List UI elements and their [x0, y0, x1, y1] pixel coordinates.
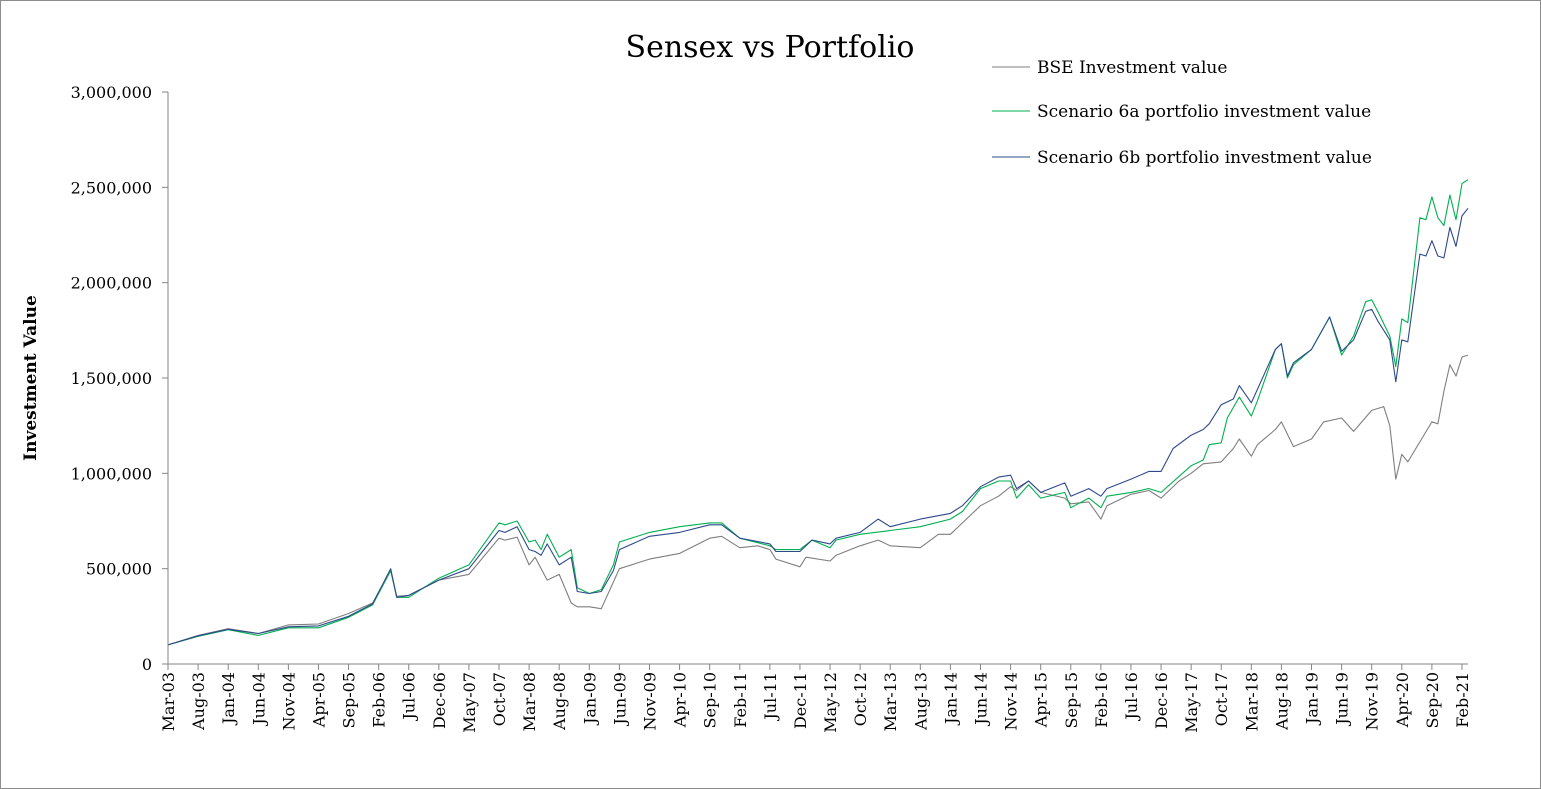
- x-tick-label: Apr-20: [1393, 672, 1412, 728]
- x-tick-label: Oct-17: [1212, 672, 1231, 726]
- y-tick-label: 2,500,000: [71, 178, 152, 197]
- y-tick-label: 2,000,000: [71, 274, 152, 293]
- x-tick-label: Feb-16: [1092, 672, 1111, 728]
- x-tick-label: May-12: [821, 672, 840, 733]
- x-tick-label: Mar-13: [881, 672, 900, 731]
- series-line-3: [167, 207, 1469, 646]
- y-axis-title: Investment Value: [21, 295, 41, 461]
- x-tick-label: Jan-19: [1303, 672, 1322, 726]
- x-tick-label: May-07: [460, 672, 479, 733]
- x-tick-label: Jul-06: [400, 672, 419, 722]
- x-tick-label: Oct-12: [851, 672, 870, 726]
- x-tick-label: Apr-10: [671, 672, 690, 728]
- y-tick-label: 1,500,000: [71, 369, 152, 388]
- legend-label: BSE Investment value: [1037, 58, 1227, 78]
- y-tick-label: 0: [142, 655, 152, 674]
- x-tick-label: Jun-04: [249, 672, 268, 727]
- chart-title: Sensex vs Portfolio: [626, 30, 915, 65]
- x-tick-label: Jul-16: [1122, 672, 1141, 722]
- x-tick-label: Jun-14: [972, 672, 991, 727]
- x-axis: Mar-03 Aug-03 Jan-04 Jun-04 Nov-04 Apr-05 Sep-…: [159, 664, 1472, 733]
- x-tick-label: Aug-18: [1272, 672, 1291, 731]
- x-tick-label: Dec-06: [430, 672, 449, 729]
- x-tick-label: Sep-20: [1423, 672, 1442, 728]
- series-line-2: [167, 179, 1469, 646]
- x-tick-label: Oct-07: [490, 672, 509, 726]
- y-tick-label: 3,000,000: [71, 83, 152, 102]
- x-tick-label: Jul-11: [761, 672, 780, 722]
- series-lines: [167, 179, 1469, 646]
- x-tick-label: Feb-06: [370, 672, 389, 728]
- x-tick-label: Feb-21: [1453, 672, 1472, 728]
- x-tick-label: Apr-15: [1032, 672, 1051, 728]
- x-tick-label: Jun-09: [610, 672, 629, 727]
- x-tick-label: Sep-05: [340, 672, 359, 728]
- x-tick-label: Sep-10: [701, 672, 720, 728]
- y-tick-label: 1,000,000: [71, 464, 152, 483]
- x-tick-label: Mar-08: [520, 672, 539, 731]
- x-tick-label: Nov-04: [279, 672, 298, 730]
- x-tick-label: Aug-08: [550, 672, 569, 731]
- x-tick-label: Dec-16: [1152, 672, 1171, 729]
- x-tick-label: Sep-15: [1062, 672, 1081, 728]
- legend-label: Scenario 6b portfolio investment value: [1037, 148, 1372, 168]
- y-axis: 0 500,000 1,000,000 1,500,000 2,000,000 2,500…: [71, 83, 168, 674]
- x-tick-label: Apr-05: [309, 672, 328, 728]
- x-tick-label: Jan-14: [941, 672, 960, 726]
- x-tick-label: Jun-19: [1333, 672, 1352, 727]
- x-tick-label: Dec-11: [791, 672, 810, 729]
- x-tick-label: Jan-04: [219, 672, 238, 726]
- x-tick-label: Mar-18: [1242, 672, 1261, 731]
- series-line-1: [167, 354, 1469, 646]
- x-tick-label: Aug-13: [911, 672, 930, 731]
- x-tick-label: Nov-19: [1363, 672, 1382, 730]
- x-tick-label: Aug-03: [189, 672, 208, 731]
- legend: BSE Investment value Scenario 6a portfoli…: [992, 58, 1372, 168]
- x-tick-label: Feb-11: [731, 672, 750, 728]
- x-tick-label: Nov-09: [640, 672, 659, 730]
- x-tick-label: Jan-09: [580, 672, 599, 726]
- y-tick-label: 500,000: [86, 560, 152, 579]
- legend-label: Scenario 6a portfolio investment value: [1037, 102, 1371, 122]
- x-tick-label: Nov-14: [1002, 672, 1021, 730]
- x-tick-label: Mar-03: [159, 672, 178, 731]
- x-tick-label: May-17: [1182, 672, 1201, 733]
